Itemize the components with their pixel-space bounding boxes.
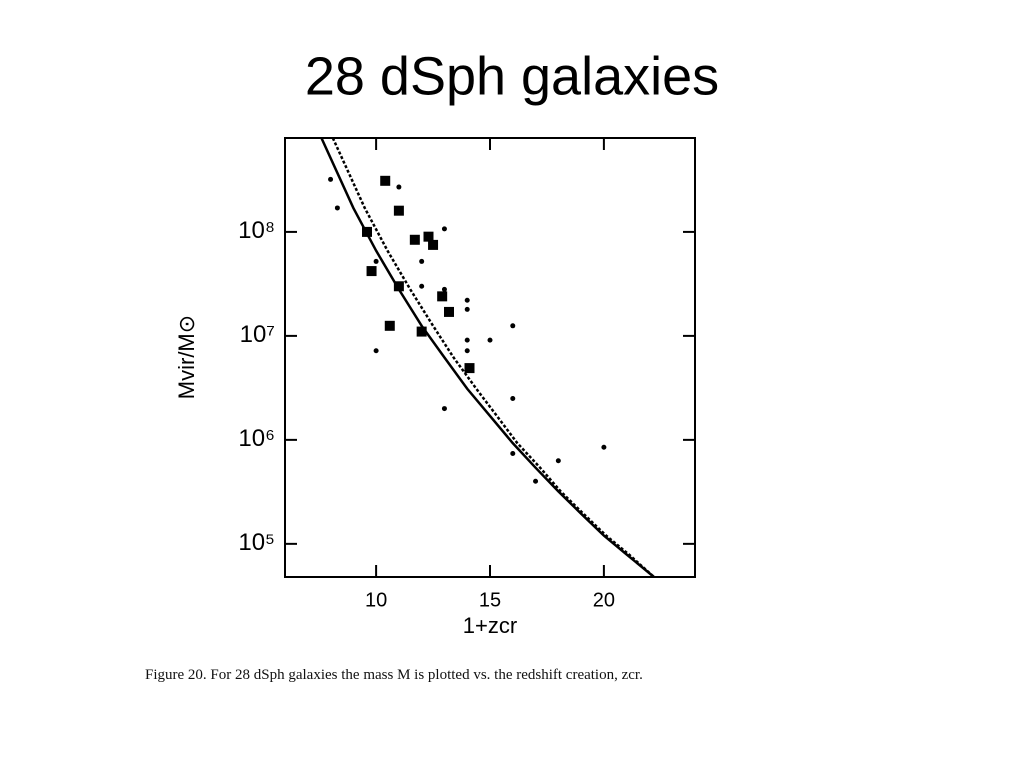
star-point [373, 348, 379, 354]
star-point [510, 395, 516, 401]
star-point [373, 258, 379, 264]
star-point [510, 450, 516, 456]
square-point [464, 363, 475, 374]
star-point [464, 306, 470, 312]
y-axis-label: Mvir/M⊙ [174, 315, 199, 399]
square-point [384, 320, 395, 331]
y-tick-label: 10⁷ [240, 321, 275, 348]
square-point [428, 239, 439, 250]
slide-title: 28 dSph galaxies [305, 46, 719, 106]
square-point [423, 231, 434, 242]
y-tick-label: 10⁶ [238, 425, 275, 452]
plot-frame [284, 137, 696, 578]
star-point [419, 283, 425, 289]
y-tick-label: 10⁸ [238, 217, 275, 244]
star-point [487, 337, 493, 343]
star-point [555, 458, 561, 464]
square-point [393, 205, 404, 216]
square-point [380, 175, 391, 186]
star-point [464, 348, 470, 354]
square-point [416, 326, 427, 337]
square-point [409, 234, 420, 245]
star-point [328, 176, 334, 182]
square-point [437, 291, 448, 302]
star-point [441, 226, 447, 232]
curve [331, 137, 655, 578]
x-tick-label: 20 [593, 589, 615, 611]
curve [320, 137, 655, 578]
star-point [601, 444, 607, 450]
star-point [533, 478, 539, 484]
star-point [464, 297, 470, 303]
star-point [441, 286, 447, 292]
square-point [393, 281, 404, 292]
x-tick-label: 15 [479, 589, 501, 611]
star-point [419, 258, 425, 264]
star-point [441, 406, 447, 412]
star-point [334, 205, 340, 211]
star-point [464, 337, 470, 343]
square-point [444, 306, 454, 317]
figure-caption: Figure 20. For 28 dSph galaxies the mass… [145, 667, 643, 683]
star-point [510, 323, 516, 329]
x-tick-label: 10 [365, 589, 387, 611]
y-tick-label: 10⁵ [238, 529, 275, 556]
star-point [396, 184, 402, 190]
square-point [362, 226, 372, 237]
square-point [366, 266, 377, 277]
x-axis-label: 1+zcr [463, 613, 517, 638]
